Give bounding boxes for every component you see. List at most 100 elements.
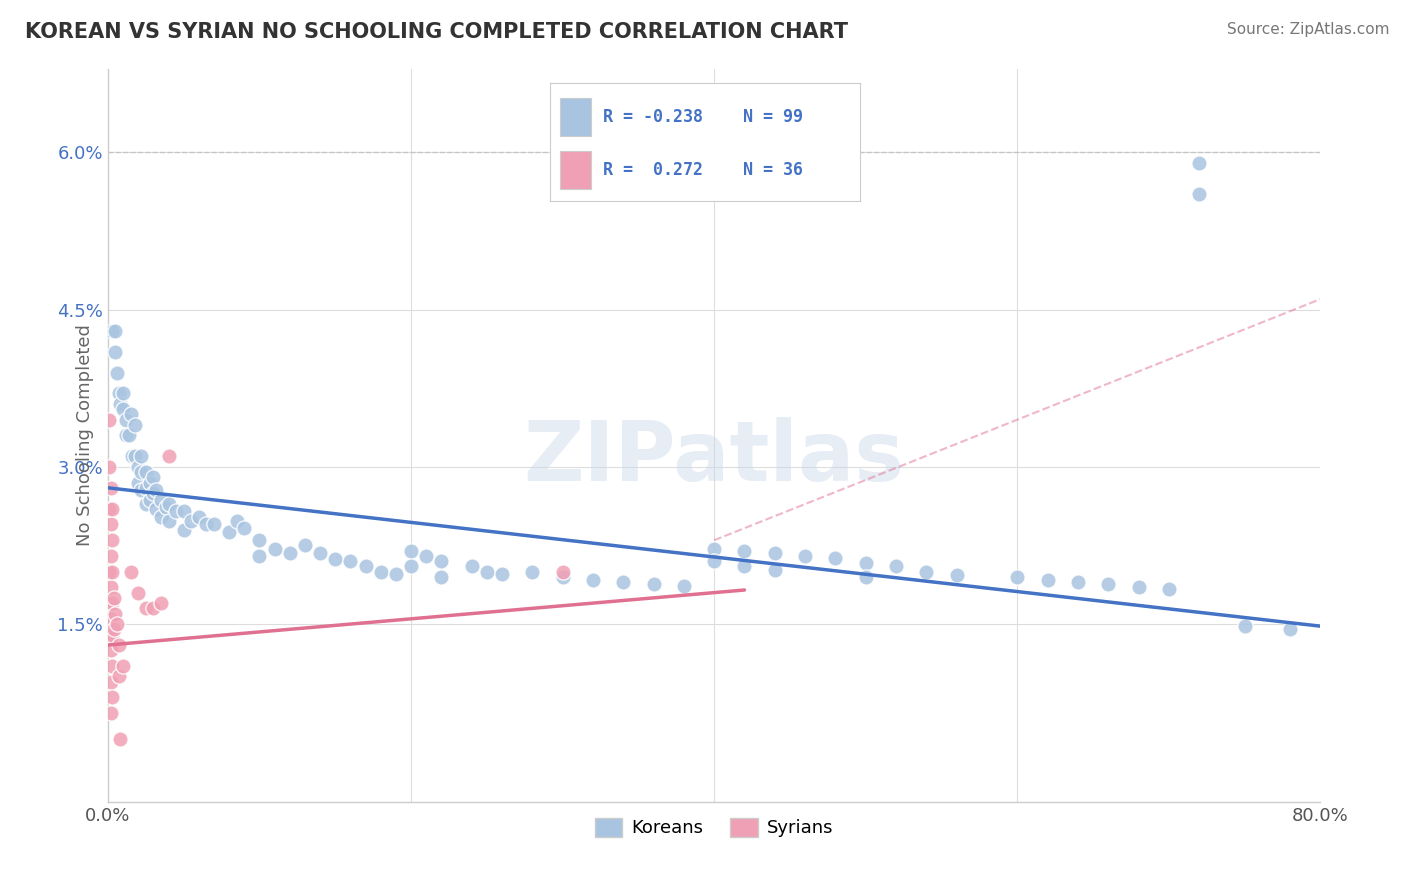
- Point: [915, 565, 938, 579]
- Point: [101, 324, 124, 338]
- Point: [1233, 619, 1256, 633]
- Point: [551, 565, 574, 579]
- Point: [278, 546, 301, 560]
- Point: [249, 533, 271, 548]
- Point: [107, 638, 129, 652]
- Point: [127, 475, 149, 490]
- Point: [101, 501, 124, 516]
- Point: [1036, 573, 1059, 587]
- Point: [149, 493, 172, 508]
- Point: [120, 408, 142, 422]
- Point: [173, 523, 195, 537]
- Point: [108, 397, 131, 411]
- Point: [180, 514, 202, 528]
- Point: [460, 559, 482, 574]
- Y-axis label: No Schooling Completed: No Schooling Completed: [76, 325, 94, 546]
- Point: [142, 601, 165, 615]
- Point: [100, 706, 122, 721]
- Point: [103, 623, 125, 637]
- Point: [855, 570, 877, 584]
- Point: [612, 575, 634, 590]
- Point: [1007, 570, 1029, 584]
- Point: [129, 483, 152, 497]
- Point: [399, 543, 422, 558]
- Point: [103, 591, 125, 605]
- Point: [98, 412, 121, 426]
- Point: [1157, 582, 1180, 597]
- Point: [139, 475, 162, 490]
- Point: [1067, 575, 1090, 590]
- Point: [101, 659, 124, 673]
- Point: [672, 579, 695, 593]
- Point: [107, 386, 129, 401]
- Point: [475, 565, 498, 579]
- Point: [763, 563, 786, 577]
- Point: [100, 581, 122, 595]
- Point: [98, 459, 121, 474]
- Point: [108, 732, 131, 747]
- Point: [323, 552, 346, 566]
- Point: [101, 533, 124, 548]
- Point: [127, 459, 149, 474]
- Point: [100, 612, 122, 626]
- Point: [1188, 156, 1211, 170]
- Point: [112, 386, 135, 401]
- Point: [129, 465, 152, 479]
- Point: [104, 607, 127, 621]
- Point: [115, 412, 138, 426]
- Point: [105, 617, 128, 632]
- Point: [107, 669, 129, 683]
- Point: [703, 554, 725, 568]
- Point: [98, 596, 121, 610]
- Point: [945, 567, 967, 582]
- Point: [294, 538, 316, 552]
- Point: [112, 659, 135, 673]
- Point: [734, 559, 756, 574]
- Point: [225, 514, 247, 528]
- Point: [824, 551, 846, 566]
- Point: [155, 500, 177, 514]
- Point: [1097, 577, 1119, 591]
- Point: [339, 554, 361, 568]
- Point: [582, 573, 605, 587]
- Text: ZIPatlas: ZIPatlas: [523, 417, 904, 498]
- Point: [1128, 581, 1150, 595]
- Point: [149, 596, 172, 610]
- Point: [354, 559, 377, 574]
- Point: [173, 504, 195, 518]
- Point: [142, 486, 165, 500]
- Point: [129, 450, 152, 464]
- Point: [491, 566, 513, 581]
- Point: [100, 643, 122, 657]
- Point: [121, 450, 143, 464]
- Point: [884, 559, 907, 574]
- Point: [703, 541, 725, 556]
- Point: [115, 428, 138, 442]
- Point: [104, 324, 127, 338]
- Point: [415, 549, 437, 563]
- Point: [98, 565, 121, 579]
- Point: [142, 470, 165, 484]
- Point: [135, 465, 157, 479]
- Point: [149, 510, 172, 524]
- Point: [385, 566, 408, 581]
- Point: [100, 481, 122, 495]
- Point: [165, 504, 187, 518]
- Point: [105, 366, 128, 380]
- Point: [145, 501, 167, 516]
- Point: [135, 496, 157, 510]
- Point: [120, 565, 142, 579]
- Point: [100, 549, 122, 563]
- Point: [100, 674, 122, 689]
- Point: [794, 549, 817, 563]
- Point: [522, 565, 544, 579]
- Point: [101, 690, 124, 705]
- Point: [135, 601, 157, 615]
- Legend: Koreans, Syrians: Koreans, Syrians: [588, 811, 841, 845]
- Point: [157, 514, 180, 528]
- Point: [430, 570, 453, 584]
- Point: [399, 559, 422, 574]
- Text: KOREAN VS SYRIAN NO SCHOOLING COMPLETED CORRELATION CHART: KOREAN VS SYRIAN NO SCHOOLING COMPLETED …: [25, 22, 848, 42]
- Point: [101, 627, 124, 641]
- Text: Source: ZipAtlas.com: Source: ZipAtlas.com: [1226, 22, 1389, 37]
